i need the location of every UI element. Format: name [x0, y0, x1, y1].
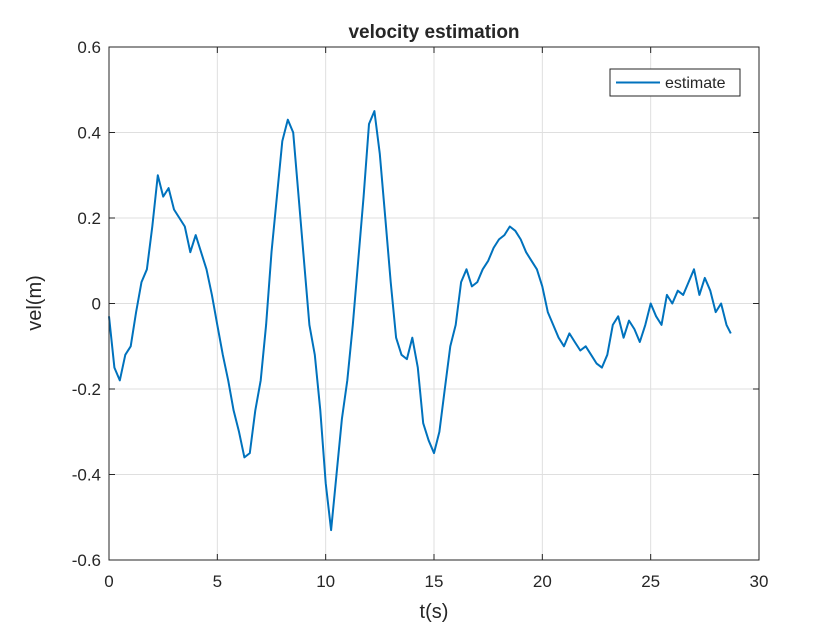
y-tick-label: -0.2: [72, 380, 101, 399]
x-tick-label: 5: [213, 572, 222, 591]
x-tick-label: 15: [425, 572, 444, 591]
legend: estimate: [609, 68, 741, 97]
y-tick-label: 0.2: [77, 209, 101, 228]
chart-title: velocity estimation: [348, 22, 519, 43]
y-tick-label: 0: [92, 295, 101, 314]
x-ticks: 0 5 10 15 20 25 30: [104, 47, 768, 591]
y-tick-label: 0.4: [77, 124, 101, 143]
y-tick-label: -0.6: [72, 551, 101, 570]
x-axis-label: t(s): [420, 601, 449, 623]
legend-label-estimate: estimate: [665, 75, 726, 92]
y-tick-label: -0.4: [72, 466, 101, 485]
series-line-estimate: [108, 110, 732, 532]
x-tick-label: 0: [104, 572, 113, 591]
x-tick-label: 20: [533, 572, 552, 591]
y-ticks: 0.6 0.4 0.2 0 -0.2 -0.4 -0.6: [72, 38, 759, 570]
x-tick-label: 30: [750, 572, 769, 591]
y-axis-label: vel(m): [24, 275, 46, 331]
y-tick-label: 0.6: [77, 38, 101, 57]
x-tick-label: 10: [316, 572, 335, 591]
x-tick-label: 25: [641, 572, 660, 591]
series-layer: [108, 110, 732, 532]
